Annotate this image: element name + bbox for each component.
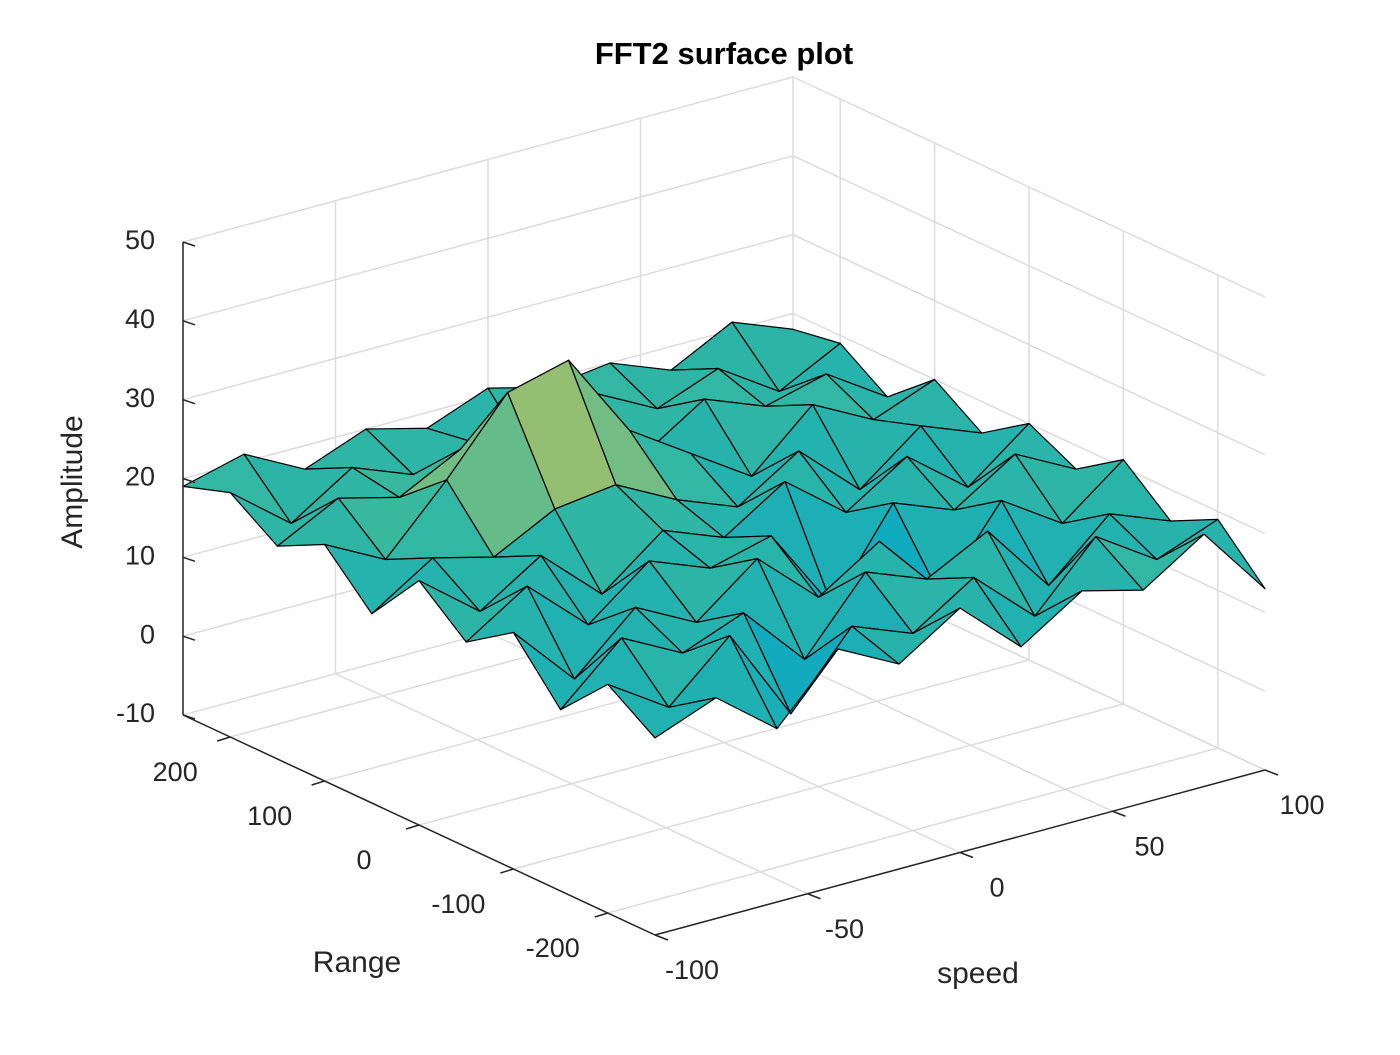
surface	[182, 321, 1266, 739]
y-grid-line	[607, 747, 1218, 914]
z-tick	[182, 635, 196, 641]
x-tick	[807, 893, 821, 900]
z-tick	[182, 320, 196, 326]
z-tick-label: 30	[125, 383, 155, 413]
z-tick-label: -10	[116, 698, 155, 728]
z-axis-label: Amplitude	[56, 415, 89, 548]
axes: -1001020304050-200-1000100200-100-500501…	[116, 225, 1325, 985]
y-tick-label: 200	[153, 757, 198, 787]
x-axis-label: speed	[937, 957, 1019, 990]
z-tick	[182, 241, 196, 247]
surface-patch	[607, 683, 717, 739]
y-tick-label: 0	[356, 845, 371, 875]
x-tick	[959, 851, 974, 859]
z-tick-label: 20	[125, 462, 155, 492]
y-tick-label: -200	[526, 933, 580, 963]
z-tick-label: 50	[125, 225, 155, 255]
grid	[182, 76, 1266, 936]
chart-title: FFT2 surface plot	[595, 36, 853, 71]
y-grid-line	[513, 703, 1124, 870]
x-tick	[1112, 810, 1126, 817]
y-tick-label: 100	[247, 801, 292, 831]
y-tick	[216, 736, 231, 742]
x-tick-label: -50	[825, 914, 864, 944]
x-tick	[1264, 769, 1279, 776]
y-axis-label: Range	[313, 946, 401, 979]
x-tick-label: -100	[665, 955, 719, 985]
y-tick	[594, 912, 609, 918]
y-grid-line	[418, 659, 1030, 826]
x-tick-label: 0	[989, 873, 1004, 903]
z-tick	[182, 714, 196, 720]
z-tick	[182, 398, 196, 405]
x-tick-label: 50	[1134, 831, 1164, 861]
y-tick-label: -100	[431, 889, 485, 919]
z-tick-label: 10	[125, 540, 155, 570]
y-tick	[405, 824, 420, 830]
x-tick	[654, 934, 669, 941]
z-tick-label: 40	[125, 304, 155, 334]
y-tick	[311, 780, 325, 786]
x-tick-label: 100	[1279, 790, 1324, 820]
y-tick	[500, 868, 514, 874]
z-tick	[182, 556, 196, 563]
z-tick	[182, 477, 196, 484]
z-tick-label: 0	[140, 619, 155, 649]
